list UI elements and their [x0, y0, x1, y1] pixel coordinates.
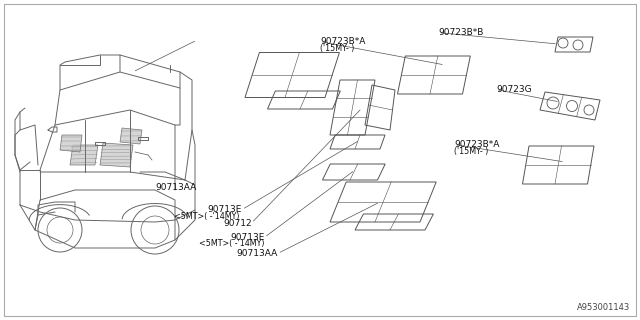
Text: <5MT>( -'14MY): <5MT>( -'14MY) — [199, 239, 264, 248]
Text: 90723G: 90723G — [496, 85, 532, 94]
Text: 90712: 90712 — [223, 219, 252, 228]
Text: ('15MY- ): ('15MY- ) — [454, 147, 489, 156]
Text: 90713AA: 90713AA — [156, 183, 197, 192]
Text: 90723B*B: 90723B*B — [438, 28, 484, 37]
Polygon shape — [120, 128, 142, 144]
Text: ('15MY- ): ('15MY- ) — [320, 44, 355, 52]
Polygon shape — [70, 145, 98, 165]
Text: 90723B*A: 90723B*A — [320, 37, 365, 46]
Text: 90723B*A: 90723B*A — [454, 140, 500, 149]
Text: A953001143: A953001143 — [577, 303, 630, 312]
Text: 90713E: 90713E — [230, 233, 264, 242]
Text: 90713E: 90713E — [207, 205, 242, 214]
Polygon shape — [100, 143, 133, 167]
Text: 90713AA: 90713AA — [237, 249, 278, 258]
Polygon shape — [60, 135, 82, 152]
Text: <5MT>( -'14MY): <5MT>( -'14MY) — [175, 212, 240, 220]
